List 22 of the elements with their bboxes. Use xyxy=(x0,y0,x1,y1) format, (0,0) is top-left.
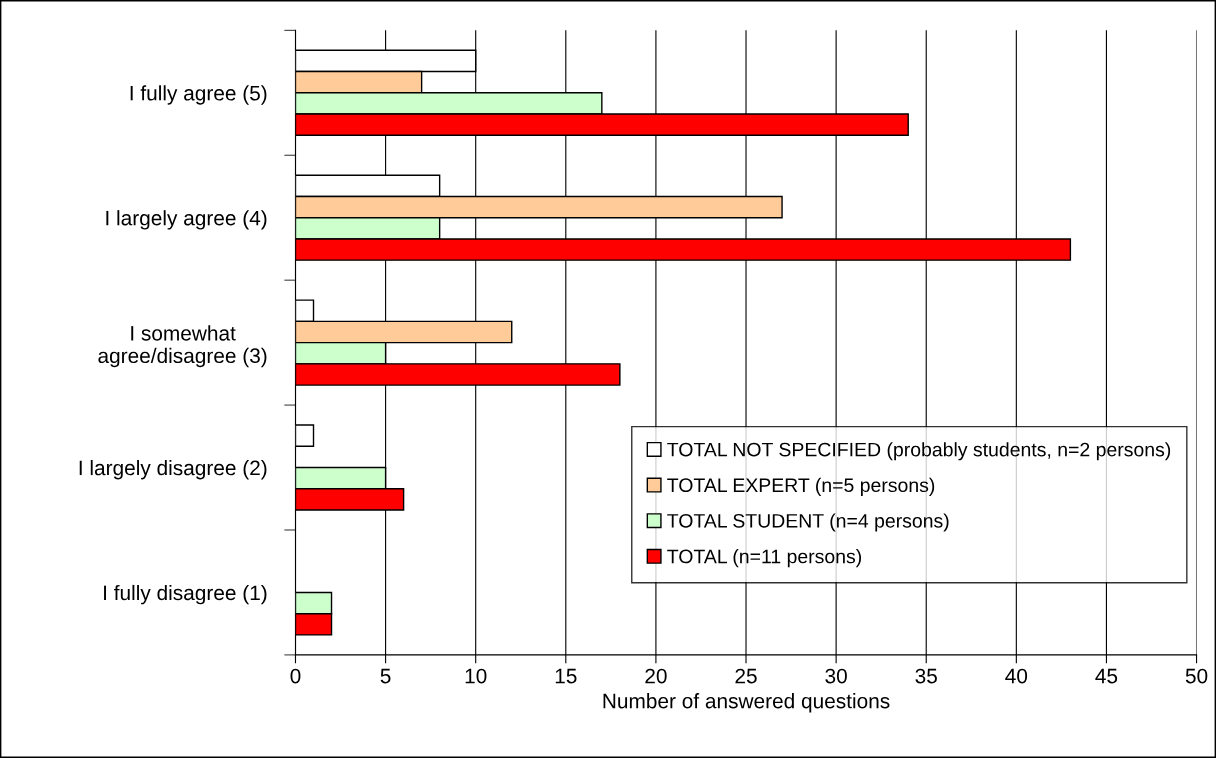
x-tick-label: 20 xyxy=(645,668,667,684)
legend-label: TOTAL NOT SPECIFIED (probably students, n=2 persons) xyxy=(667,442,1171,461)
legend-label: TOTAL EXPERT (n=5 persons) xyxy=(667,477,935,496)
y-tick-label: I largely disagree (2) xyxy=(79,459,267,480)
bar xyxy=(295,424,315,447)
x-tick-label: 25 xyxy=(735,668,757,684)
x-tick-label: 40 xyxy=(1005,668,1028,684)
legend-label: TOTAL STUDENT (n=4 persons) xyxy=(667,513,949,532)
x-axis-title: Number of answered questions xyxy=(603,693,890,713)
x-tick-label: 10 xyxy=(465,668,487,684)
x-tick-label: 50 xyxy=(1185,668,1208,684)
x-tick-label: 35 xyxy=(915,668,937,684)
x-tick-label: 45 xyxy=(1095,668,1118,684)
x-tick-label: 30 xyxy=(825,668,847,684)
x-tick-label: 15 xyxy=(555,668,577,684)
x-tick-label: 5 xyxy=(380,668,391,684)
y-tick-label: I fully disagree (1) xyxy=(104,584,267,605)
y-tick-label: I largely agree (4) xyxy=(106,210,267,230)
y-tick-label: I fully agree (5) xyxy=(130,85,267,105)
y-tick-label: I somewhat agree/disagree (3) xyxy=(98,325,267,368)
x-tick-label: 0 xyxy=(290,668,301,684)
legend-label: TOTAL (n=11 persons) xyxy=(667,549,862,568)
